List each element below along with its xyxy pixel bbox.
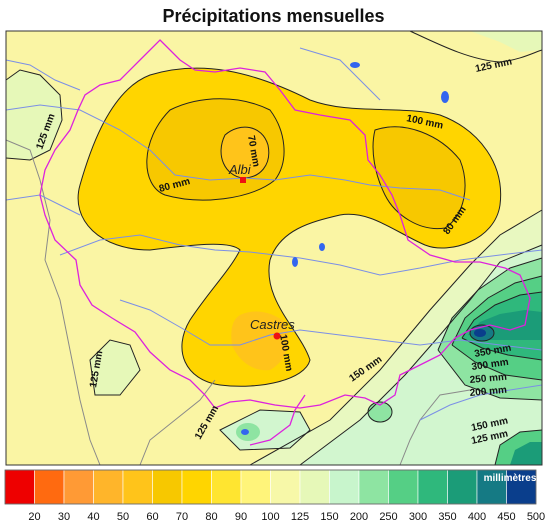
legend-tick-450: 450 <box>497 511 515 523</box>
city-label-castres: Castres <box>250 317 295 332</box>
legend-tick-250: 250 <box>379 511 397 523</box>
lakes <box>241 62 449 435</box>
region-border-south <box>249 394 306 446</box>
legend-swatch-20 <box>4 469 35 505</box>
contour-lines <box>5 30 543 466</box>
legend-swatch-400 <box>447 469 478 505</box>
cities: Albi Castres <box>228 162 295 340</box>
legend-tick-50: 50 <box>117 511 129 523</box>
lake-ne <box>441 91 449 103</box>
legend: 20 30 40 50 60 70 80 90 100 125 150 200 250 300 350 400… <box>4 469 545 523</box>
legend-tick-300: 300 <box>409 511 427 523</box>
legend-swatch-250 <box>358 469 389 505</box>
city-marker-castres <box>273 332 281 340</box>
legend-swatch-90 <box>211 469 242 505</box>
legend-tick-90: 90 <box>235 511 247 523</box>
legend-ticks: 20 30 40 50 60 70 80 90 100 125 150 200 250 300 350 400… <box>28 511 545 523</box>
lake-south <box>241 429 249 435</box>
map-frame <box>5 30 543 466</box>
legend-swatch-100 <box>240 469 271 505</box>
legend-tick-200: 200 <box>350 511 368 523</box>
zone-sw-patch <box>90 340 140 395</box>
zone-ne-edge <box>410 31 542 52</box>
legend-swatch-70 <box>152 469 183 505</box>
legend-tick-70: 70 <box>176 511 188 523</box>
zone-castres-dry <box>231 311 289 371</box>
zone-patch-mid <box>368 402 392 422</box>
legend-tick-100: 100 <box>261 511 279 523</box>
legend-swatch-200 <box>329 469 360 505</box>
zone-500mm <box>474 329 486 337</box>
legend-swatch-500 <box>506 469 537 505</box>
lake-center-2 <box>319 243 325 251</box>
label-70mm: 70 mm <box>245 135 261 168</box>
legend-tick-20: 20 <box>28 511 40 523</box>
zone-east-dry <box>373 126 465 229</box>
legend-tick-80: 80 <box>205 511 217 523</box>
zone-patch-south <box>220 410 310 450</box>
legend-tick-30: 30 <box>58 511 70 523</box>
legend-swatch-60 <box>122 469 153 505</box>
legend-tick-500: 500 <box>527 511 545 523</box>
legend-swatches <box>4 469 537 505</box>
legend-tick-60: 60 <box>146 511 158 523</box>
legend-swatch-350 <box>417 469 448 505</box>
lake-n <box>350 62 360 68</box>
city-label-albi: Albi <box>228 162 252 177</box>
legend-frame <box>4 469 537 505</box>
city-marker-albi <box>240 177 246 183</box>
legend-swatch-30 <box>34 469 65 505</box>
legend-swatch-40 <box>63 469 94 505</box>
legend-tick-400: 400 <box>468 511 486 523</box>
zone-70mm <box>221 127 269 178</box>
zone-nw-edge <box>6 70 62 160</box>
legend-tick-150: 150 <box>320 511 338 523</box>
legend-swatch-150 <box>299 469 330 505</box>
label-250mm: 250 mm <box>469 372 507 386</box>
label-200mm: 200 mm <box>469 385 507 399</box>
legend-swatch-50 <box>93 469 124 505</box>
lake-center <box>292 257 298 267</box>
legend-swatch-300 <box>388 469 419 505</box>
zone-se-corner-inner <box>510 442 542 465</box>
legend-tick-125: 125 <box>291 511 309 523</box>
legend-tick-350: 350 <box>438 511 456 523</box>
label-300mm: 300 mm <box>471 357 510 373</box>
map-title: Précipitations mensuelles <box>162 6 385 26</box>
legend-tick-40: 40 <box>87 511 99 523</box>
legend-unit: millimètres <box>484 473 537 484</box>
legend-swatch-80 <box>181 469 212 505</box>
legend-swatch-125 <box>270 469 301 505</box>
region-border <box>39 39 531 409</box>
